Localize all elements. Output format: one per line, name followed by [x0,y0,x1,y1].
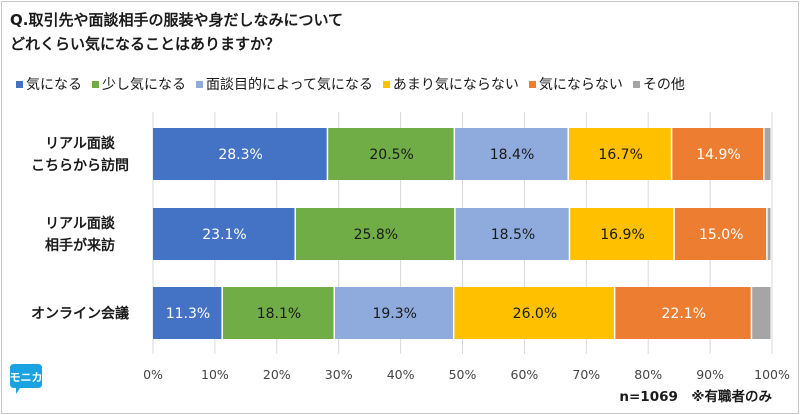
bar-segment [455,128,568,180]
x-tick-label: 60% [511,367,539,382]
data-label: 23.1% [202,227,246,243]
data-label: 19.3% [372,306,416,322]
bar-segment [752,287,771,339]
svg-text:モニカ: モニカ [10,371,43,384]
bar-segment [767,208,771,260]
legend-item: その他 [632,74,685,94]
bar-segment [764,128,771,180]
bar-segment [334,287,453,339]
legend-swatch [382,80,390,88]
data-label: 18.1% [257,306,301,322]
x-tick-label: 10% [201,367,229,382]
category-label: オンライン会議 [31,305,129,322]
legend-item: あまり気にならない [382,74,519,94]
legend-item: 少し気になる [92,74,186,94]
bar-segment [153,287,222,339]
legend-label: 気にならない [538,77,623,93]
category-label: リアル面談 [45,135,116,152]
category-label: リアル面談 [45,215,116,232]
bar-segment [153,208,295,260]
data-label: 14.9% [696,147,740,163]
x-tick-label: 70% [572,367,600,382]
category-label: 相手が来訪 [45,237,115,254]
legend-label: 気になる [26,77,82,93]
title-line-2: どれくらい気になることはありますか？ [10,35,281,53]
bar-segment [222,287,334,339]
x-tick-label: 20% [263,367,291,382]
legend-label: 少し気になる [102,77,186,93]
data-label: 26.0% [513,306,557,322]
legend-item: 気になる [16,74,82,94]
legend-label: 面談目的によって気になる [206,77,373,93]
data-label: 18.5% [491,227,535,243]
bar-segment [153,128,327,180]
data-label: 25.8% [354,227,398,243]
x-tick-label: 0% [143,367,163,382]
legend: 気になる 少し気になる 面談目的によって気になる あまり気にならない 気にならない その他 [16,74,685,94]
data-label: 16.9% [600,227,644,243]
monica-logo: モニカ [10,364,43,394]
x-tick-label: 90% [696,367,724,382]
data-label: 28.3% [218,147,262,163]
legend-swatch [16,80,23,88]
bar-segment [570,208,674,260]
legend-swatch [528,80,536,88]
bar-segment [615,287,751,339]
bar-segment [674,208,767,260]
data-label: 22.1% [662,306,706,322]
bar-segment [455,208,569,260]
x-tick-label: 100% [754,367,790,382]
title-line-1: Q.取引先や面談相手の服装や身だしなみについて [10,11,344,29]
data-label: 15.0% [699,227,743,243]
data-label: 20.5% [369,147,413,163]
chart-title: Q.取引先や面談相手の服装や身だしなみについて どれくらい気になることはあります… [10,8,343,56]
legend-label: あまり気にならない [392,77,519,93]
x-tick-label: 80% [634,367,662,382]
bar-segment [568,128,671,180]
sample-note: n=1069 ※有職者のみ [619,389,772,405]
x-tick-label: 50% [449,367,477,382]
legend-swatch [196,80,203,88]
category-label: こちらから訪問 [31,157,129,174]
legend-item: 面談目的によって気になる [196,74,373,94]
data-label: 11.3% [166,306,210,322]
bar-segment [328,128,454,180]
bar-segment [672,128,764,180]
legend-label: その他 [642,77,685,93]
data-label: 18.4% [490,147,534,163]
legend-swatch [92,80,99,88]
legend-swatch [632,80,640,88]
x-tick-label: 30% [325,367,353,382]
data-label: 16.7% [598,147,642,163]
bar-segment [295,208,455,260]
bar-segment [454,287,614,339]
legend-item: 気にならない [528,74,623,94]
x-tick-label: 40% [387,367,415,382]
